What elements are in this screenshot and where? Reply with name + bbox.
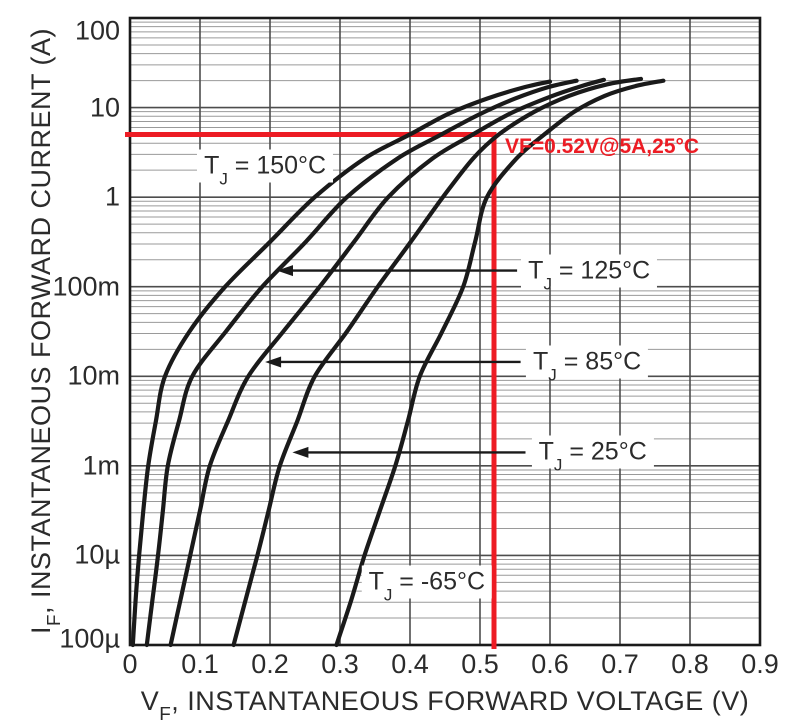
x-tick-label: 0.2 — [251, 649, 289, 679]
curve-label-subscript: J — [553, 455, 563, 475]
curve-label-arrowhead — [292, 446, 309, 458]
curve-label-symbol: T — [204, 151, 220, 180]
curve-label-value: = 150°C — [227, 151, 327, 180]
x-tick-label: 0.4 — [391, 649, 429, 679]
curve-tj25c — [231, 76, 644, 648]
curve-label-symbol: T — [538, 437, 554, 466]
curve-label-tj125c: TJ = 125°C — [521, 254, 658, 292]
curve-tj-65c — [334, 78, 666, 648]
x-axis-title: VF, INSTANTANEOUS FORWARD VOLTAGE (V) — [130, 686, 760, 724]
x-tick-label: 0.5 — [461, 649, 499, 679]
y-tick-label: 100µ — [59, 623, 120, 654]
vf-operating-point-annotation: VF=0.52V@5A,25°C — [505, 134, 700, 158]
y-tick-label: 1m — [82, 450, 120, 481]
x-tick-label: 0.1 — [181, 649, 219, 679]
curve-label-subscript: J — [548, 365, 557, 385]
curve-label-symbol: T — [533, 347, 549, 376]
x-tick-label: 0.6 — [531, 649, 569, 679]
curve-label-symbol: T — [528, 256, 544, 285]
curve-label-value: = 125°C — [551, 256, 651, 285]
x-axis-symbol-subscript: F — [159, 704, 172, 726]
curve-label-tj-65c: TJ = -65°C — [361, 565, 493, 604]
curve-label-value: = -65°C — [392, 567, 486, 596]
curve-label-subscript: J — [543, 274, 552, 294]
y-tick-label: 10µ — [74, 539, 120, 570]
y-tick-label: 100m — [52, 271, 120, 302]
curve-tj85c — [168, 77, 606, 648]
y-tick-label: 10 — [89, 92, 120, 123]
x-tick-label: 0.8 — [671, 649, 709, 679]
x-tick-label: 0.3 — [321, 649, 359, 679]
curve-label-tj85c: TJ = 85°C — [526, 345, 649, 383]
curve-label-subscript: J — [383, 585, 393, 605]
y-tick-label: 100 — [74, 15, 120, 46]
curve-label-value: = 85°C — [556, 347, 642, 376]
curve-label-symbol: T — [368, 567, 384, 596]
x-tick-label: 0.7 — [601, 649, 639, 679]
y-tick-label: 1 — [104, 181, 120, 212]
y-tick-label: 10m — [67, 360, 120, 391]
curve-tj150c — [130, 79, 553, 648]
x-axis-symbol: V — [140, 686, 160, 716]
curve-label-subscript: J — [219, 169, 228, 189]
curve-label-tj150c: TJ = 150°C — [197, 149, 334, 187]
curve-label-value: = 25°C — [562, 437, 647, 466]
curve-label-arrowhead — [265, 356, 282, 368]
x-tick-label: 0.9 — [741, 649, 779, 679]
curve-tj125c — [144, 78, 579, 648]
curve-label-tj25c: TJ = 25°C — [531, 435, 654, 474]
plot-frame — [128, 16, 762, 647]
x-axis-title-text: , INSTANTANEOUS FORWARD VOLTAGE (V) — [171, 686, 750, 716]
x-tick-label: 0 — [122, 649, 138, 679]
curve-label-arrowhead — [277, 265, 293, 277]
